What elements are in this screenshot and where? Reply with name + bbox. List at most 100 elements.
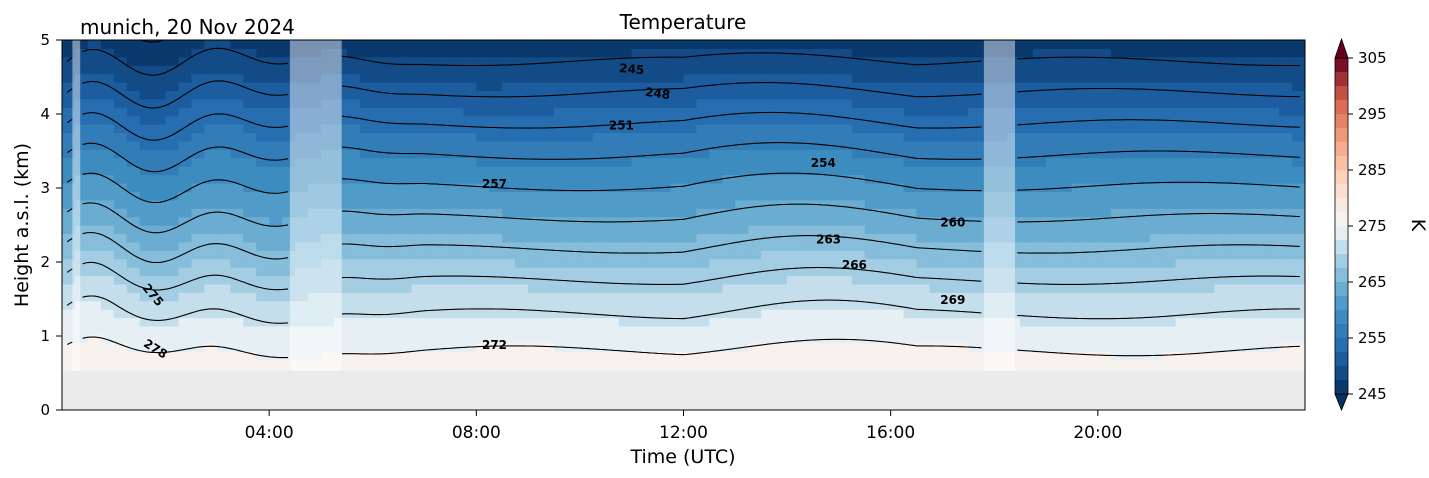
field-cell <box>100 334 115 344</box>
field-cell <box>74 73 89 83</box>
field-cell <box>295 292 309 302</box>
field-cell <box>541 342 555 352</box>
field-cell <box>1033 275 1047 285</box>
field-cell <box>1279 140 1293 150</box>
field-cell <box>1007 300 1021 310</box>
field-cell <box>450 115 464 125</box>
field-cell <box>230 241 244 251</box>
field-cell <box>528 182 542 192</box>
field-cell <box>282 124 296 134</box>
field-cell <box>994 48 1008 58</box>
field-cell <box>670 73 685 83</box>
field-cell <box>722 325 736 335</box>
field-cell <box>308 82 322 92</box>
field-cell <box>1071 73 1086 83</box>
field-cell <box>113 359 128 369</box>
field-cell <box>1266 82 1280 92</box>
field-cell <box>1007 124 1021 134</box>
field-cell <box>1188 199 1203 209</box>
field-cell <box>528 351 542 361</box>
field-cell <box>942 241 957 251</box>
field-cell <box>295 82 309 92</box>
field-cell <box>204 182 218 192</box>
field-cell <box>696 174 710 184</box>
field-cell <box>1279 56 1293 66</box>
field-cell <box>955 334 969 344</box>
field-cell <box>489 73 503 83</box>
field-cell <box>787 140 801 150</box>
field-cell <box>282 325 296 335</box>
field-cell <box>1149 182 1164 192</box>
field-cell <box>1227 241 1241 251</box>
field-cell <box>346 225 361 235</box>
field-cell <box>851 166 866 176</box>
field-cell <box>994 283 1008 293</box>
field-cell <box>683 140 698 150</box>
field-cell <box>566 275 581 285</box>
field-cell <box>1149 56 1164 66</box>
field-cell <box>1084 300 1099 310</box>
field-cell <box>269 157 283 167</box>
field-cell <box>903 216 918 226</box>
field-cell <box>74 342 89 352</box>
field-cell <box>1227 351 1241 361</box>
field-cell <box>282 233 296 243</box>
field-cell <box>1123 267 1138 277</box>
field-cell <box>942 309 957 319</box>
field-cell <box>1227 309 1241 319</box>
field-cell <box>489 267 503 277</box>
field-cell <box>152 48 167 58</box>
contour-label: 263 <box>816 232 841 246</box>
field-cell <box>981 149 995 159</box>
field-cell <box>1071 233 1086 243</box>
field-cell <box>916 292 931 302</box>
field-cell <box>722 267 736 277</box>
field-cell <box>1046 90 1060 100</box>
field-cell <box>437 174 452 184</box>
field-cell <box>269 258 283 268</box>
field-cell <box>411 300 426 310</box>
field-cell <box>579 56 594 66</box>
field-cell <box>735 351 749 361</box>
field-cell <box>800 351 814 361</box>
field-cell <box>554 325 568 335</box>
field-cell <box>994 225 1008 235</box>
field-cell <box>230 199 244 209</box>
field-cell <box>243 359 257 369</box>
field-cell <box>722 132 736 142</box>
field-cell <box>683 317 698 327</box>
field-cell <box>644 182 659 192</box>
field-cell <box>838 166 853 176</box>
field-cell <box>282 48 296 58</box>
field-cell <box>644 73 659 83</box>
field-cell <box>1123 140 1138 150</box>
field-cell <box>1136 40 1151 50</box>
field-cell <box>812 149 827 159</box>
field-cell <box>812 250 827 260</box>
field-cell <box>320 241 335 251</box>
field-cell <box>592 300 607 310</box>
field-cell <box>657 149 672 159</box>
field-cell <box>670 107 685 117</box>
field-cell <box>579 359 594 369</box>
field-cell <box>890 233 905 243</box>
field-cell <box>411 267 426 277</box>
field-cell <box>1058 359 1073 369</box>
field-cell <box>1214 283 1228 293</box>
field-cell <box>1292 225 1305 235</box>
field-cell <box>709 325 723 335</box>
field-cell <box>1136 107 1151 117</box>
field-cell <box>87 115 102 125</box>
field-cell <box>295 309 309 319</box>
field-cell <box>100 359 115 369</box>
field-cell <box>191 216 206 226</box>
field-cell <box>812 182 827 192</box>
field-cell <box>787 40 801 50</box>
field-cell <box>1110 65 1125 75</box>
field-cell <box>256 157 270 167</box>
field-cell <box>670 225 685 235</box>
field-cell <box>1046 56 1060 66</box>
field-cell <box>735 334 749 344</box>
field-cell <box>476 124 490 134</box>
field-cell <box>1020 199 1034 209</box>
